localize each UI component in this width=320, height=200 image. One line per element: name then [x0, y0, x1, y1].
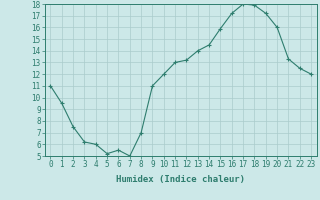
- X-axis label: Humidex (Indice chaleur): Humidex (Indice chaleur): [116, 175, 245, 184]
